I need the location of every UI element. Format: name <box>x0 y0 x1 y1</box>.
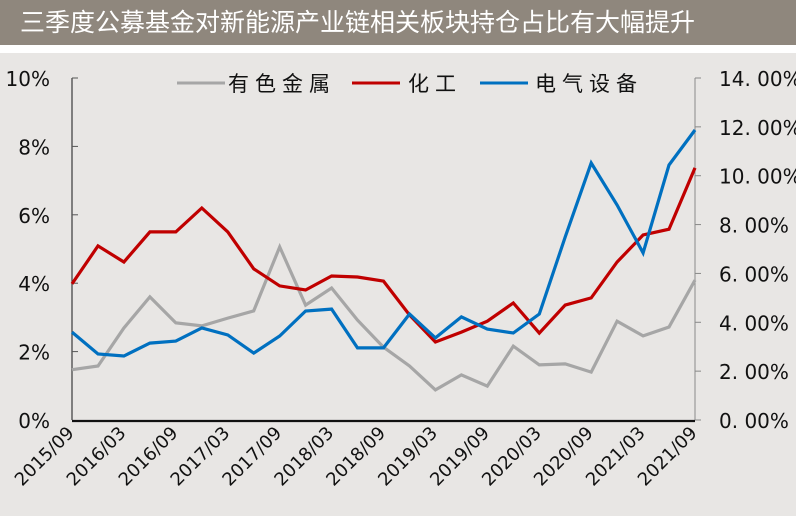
right-tick-label: 12. 00% <box>719 116 796 140</box>
series-line-有色金属 <box>71 242 697 392</box>
right-tick-label: 10. 00% <box>719 165 796 189</box>
series-line-电气设备 <box>70 129 697 358</box>
right-tick-label: 0. 00% <box>719 409 789 433</box>
left-tick-label: 4% <box>18 272 50 296</box>
right-tick-label: 14. 00% <box>719 67 796 91</box>
chart-area: 0% 2% 4% 6% 8% 10% 0. 00% 2. 00% 4. 00% 6. 00% 8. … <box>0 53 796 512</box>
right-tick-label: 4. 00% <box>719 311 789 335</box>
right-tick-label: 2. 00% <box>719 360 789 384</box>
legend-label: 化工 <box>408 72 462 96</box>
left-tick-label: 0% <box>18 409 50 433</box>
legend: 有色金属 化工 电气设备 <box>177 72 643 96</box>
legend-label: 有色金属 <box>228 72 336 96</box>
title-separator <box>0 45 796 53</box>
legend-label: 电气设备 <box>535 72 643 96</box>
chart-title: 三季度公募基金对新能源产业链相关板块持仓占比有大幅提升 <box>0 0 796 45</box>
right-tick-label: 8. 00% <box>719 214 789 238</box>
line-chart: 0% 2% 4% 6% 8% 10% 0. 00% 2. 00% 4. 00% 6. 00% 8. … <box>6 67 796 490</box>
left-tick-label: 10% <box>6 67 50 91</box>
axes: 0% 2% 4% 6% 8% 10% 0. 00% 2. 00% 4. 00% 6. 00% 8. … <box>6 67 796 490</box>
series-line-化工 <box>70 167 697 344</box>
series-lines <box>70 129 697 392</box>
left-tick-label: 2% <box>18 341 50 365</box>
right-tick-label: 6. 00% <box>719 262 789 286</box>
left-tick-label: 6% <box>18 204 50 228</box>
left-tick-label: 8% <box>18 135 50 159</box>
